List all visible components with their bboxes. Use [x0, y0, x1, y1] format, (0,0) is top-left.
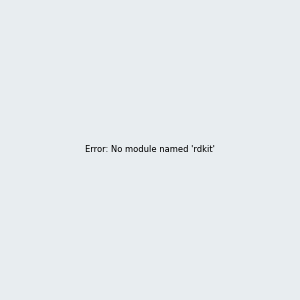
Text: Error: No module named 'rdkit': Error: No module named 'rdkit'	[85, 146, 215, 154]
